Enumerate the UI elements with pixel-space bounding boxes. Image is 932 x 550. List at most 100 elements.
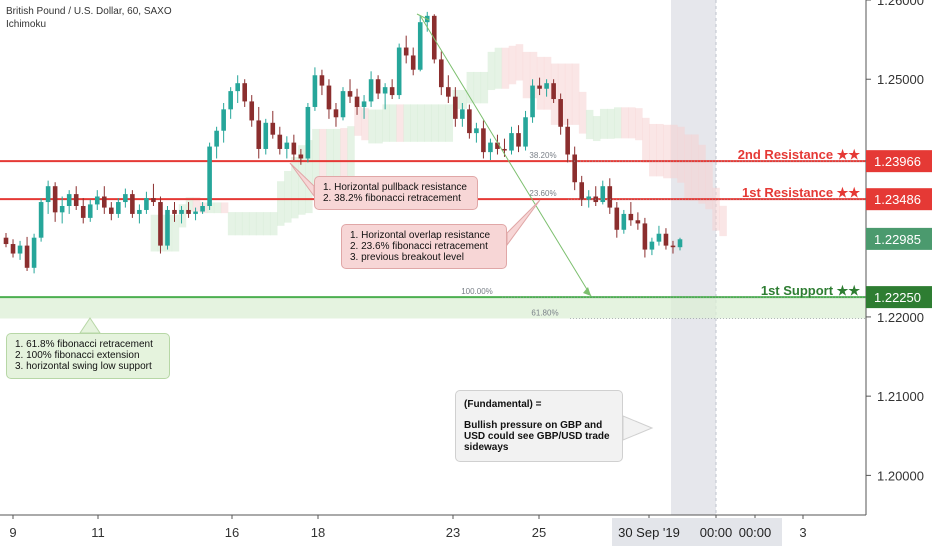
candle-body	[38, 202, 44, 238]
callout-line: Bullish pressure on GBP and	[464, 420, 603, 431]
candle-body	[677, 239, 683, 248]
candle-body	[488, 142, 493, 153]
candle-body	[565, 126, 570, 155]
candle-body	[172, 209, 177, 214]
ichimoku-cloud	[354, 106, 362, 136]
price-tick-label: 1.22000	[877, 310, 924, 325]
candle-body	[481, 128, 486, 153]
candle-body	[382, 87, 388, 94]
callout-pointer	[79, 317, 101, 334]
candle-body	[200, 206, 205, 212]
indicator-label: Ichimoku	[6, 19, 47, 30]
candle-body	[614, 207, 620, 230]
candle-body	[417, 22, 423, 70]
current-price-label: 1.22985	[874, 232, 921, 247]
level-price-tag	[866, 150, 932, 173]
ichimoku-cloud	[277, 181, 285, 226]
candle-body	[66, 194, 72, 206]
ichimoku-cloud	[220, 202, 229, 214]
ichimoku-cloud	[248, 212, 257, 236]
candle-body	[516, 133, 521, 147]
candle-body	[368, 79, 374, 102]
candle-body	[642, 223, 648, 250]
ichimoku-cloud	[431, 104, 439, 142]
level-name: 1st Support ★★	[761, 283, 860, 298]
ichimoku-cloud	[424, 104, 432, 142]
candle-body	[340, 91, 346, 118]
candle-body	[270, 122, 276, 135]
candle-body	[354, 96, 360, 107]
candle-body	[263, 122, 269, 149]
candle-body	[572, 154, 577, 183]
time-tick-label: 18	[311, 525, 325, 540]
callout-fundamental: (Fundamental) = Bullish pressure on GBP …	[455, 390, 623, 462]
time-tick-label: 16	[225, 525, 239, 540]
ichimoku-cloud	[635, 108, 643, 141]
candle-body	[438, 59, 444, 88]
ichimoku-cloud	[206, 202, 215, 214]
ichimoku-cloud	[361, 108, 369, 141]
candle-body	[87, 204, 93, 218]
ichimoku-cloud	[663, 124, 671, 179]
candle-body	[495, 142, 500, 149]
ichimoku-cloud	[227, 212, 236, 236]
callout-line: USD could see GBP/USD trade	[464, 431, 610, 442]
callout-line: 3. horizontal swing low support	[15, 361, 152, 372]
time-badge-bg	[612, 518, 782, 546]
ichimoku-cloud	[262, 212, 271, 236]
ichimoku-cloud	[410, 104, 418, 142]
ichimoku-cloud	[312, 128, 320, 188]
ichimoku-cloud	[698, 144, 706, 204]
fib-label: 23.60%	[529, 189, 556, 198]
candle-body	[579, 182, 585, 200]
support-zone	[0, 297, 866, 319]
ichimoku-cloud	[417, 104, 425, 142]
callout-pullback: 1. Horizontal pullback resistance 2. 38.…	[314, 176, 478, 210]
chart-header: British Pound / U.S. Dollar, 60, SAXO Ic…	[6, 5, 172, 31]
candle-body	[158, 202, 163, 246]
price-tick-label: 1.26000	[877, 0, 924, 8]
candle-body	[551, 83, 556, 100]
candle-body	[10, 244, 16, 254]
candle-body	[94, 196, 100, 205]
candle-body	[663, 233, 669, 246]
candle-body	[410, 55, 416, 70]
candle-body	[460, 109, 465, 119]
time-tick-label: 25	[532, 525, 546, 540]
candle-body	[347, 91, 353, 97]
current-price-tag	[866, 227, 932, 250]
candle-body	[52, 186, 58, 213]
ichimoku-cloud	[536, 56, 545, 110]
candle-body	[375, 79, 381, 94]
price-tick-label: 1.21000	[877, 389, 924, 404]
ichimoku-cloud	[592, 116, 601, 142]
candle-body	[431, 15, 437, 60]
candle-body	[628, 213, 634, 221]
candle-body	[109, 207, 114, 214]
fib-label: 38.20%	[529, 151, 556, 160]
ichimoku-cloud	[599, 108, 608, 139]
level-price-label: 1.23966	[874, 154, 921, 169]
callout-line: 1. Horizontal pullback resistance	[323, 182, 467, 193]
ichimoku-cloud	[445, 104, 454, 142]
ichimoku-cloud	[656, 123, 664, 177]
ichimoku-cloud	[255, 212, 264, 236]
ichimoku-cloud	[234, 212, 243, 236]
callout-line: 3. previous breakout level	[350, 252, 464, 263]
ichimoku-cloud	[185, 197, 194, 212]
ichimoku-cloud	[642, 117, 650, 163]
candle-body	[284, 142, 290, 149]
callout-overlap: 1. Horizontal overlap resistance 2. 23.6…	[341, 224, 507, 269]
candle-body	[207, 146, 212, 206]
ichimoku-cloud	[670, 124, 678, 179]
candle-body	[530, 85, 535, 118]
fib-arrow-tail	[416, 13, 430, 21]
candle-body	[656, 233, 662, 242]
ichimoku-cloud	[241, 212, 250, 236]
ichimoku-cloud	[487, 51, 496, 91]
level-name: 1st Resistance ★★	[742, 185, 860, 200]
fib-arrow-line	[420, 16, 592, 297]
candle-body	[144, 198, 149, 210]
